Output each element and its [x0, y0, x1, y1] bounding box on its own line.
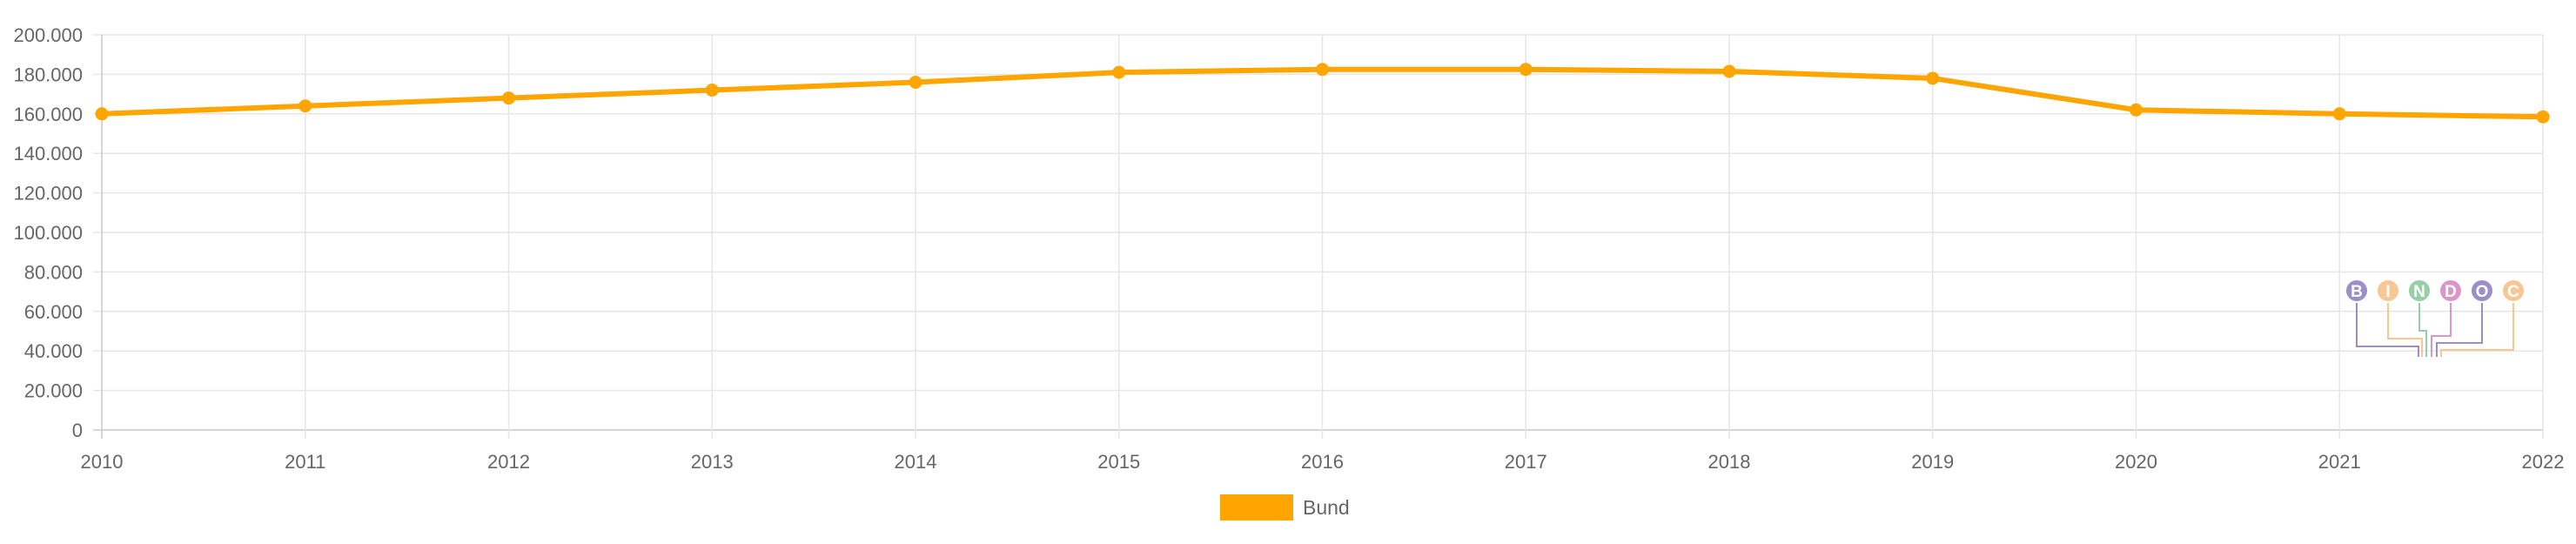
x-tick-label: 2011	[285, 451, 325, 473]
y-tick-label: 40.000	[24, 340, 83, 362]
watermark-letter-circle	[2470, 279, 2494, 303]
data-point[interactable]	[2536, 110, 2550, 124]
y-tick-label: 160.000	[13, 104, 83, 125]
x-tick-label: 2013	[691, 451, 734, 473]
x-tick-label: 2015	[1097, 451, 1140, 473]
legend-swatch[interactable]	[1220, 494, 1293, 520]
x-tick-label: 2022	[2522, 451, 2565, 473]
x-tick-label: 2010	[81, 451, 124, 473]
x-tick-label: 2019	[1911, 451, 1954, 473]
axes: 0 20.000 40.000 60.000 80.000 100.000 120.000 1…	[13, 24, 2564, 473]
legend[interactable]: Bund	[1220, 494, 1350, 520]
x-tick-label: 2014	[895, 451, 937, 473]
y-tick-label: 140.000	[13, 143, 83, 165]
y-tick-label: 200.000	[13, 24, 83, 46]
grid	[93, 34, 2544, 439]
data-point[interactable]	[502, 91, 515, 105]
watermark-letter: N	[2413, 283, 2425, 301]
data-point[interactable]	[1112, 65, 1126, 79]
y-tick-label: 180.000	[13, 64, 83, 85]
data-point[interactable]	[2332, 107, 2346, 121]
data-point[interactable]	[2130, 103, 2143, 117]
watermark-letter-circle	[2501, 279, 2526, 303]
watermark-connector	[2436, 302, 2483, 357]
y-tick-label: 100.000	[13, 222, 83, 244]
x-tick-label: 2016	[1301, 451, 1344, 473]
data-point[interactable]	[1722, 64, 1736, 78]
data-point[interactable]	[299, 99, 312, 113]
watermark-letter: D	[2445, 283, 2457, 301]
y-tick-label: 80.000	[24, 261, 83, 283]
watermark-connector	[2440, 302, 2514, 357]
data-point[interactable]	[1519, 63, 1533, 77]
data-point[interactable]	[95, 107, 109, 121]
series	[95, 63, 2550, 124]
x-tick-label: 2017	[1505, 451, 1547, 473]
data-point[interactable]	[1926, 71, 1940, 85]
watermark-letter: I	[2385, 283, 2390, 301]
y-tick-label: 60.000	[24, 301, 83, 323]
data-point[interactable]	[705, 84, 719, 97]
watermark-letter: O	[2476, 283, 2489, 301]
watermark-letter: B	[2351, 283, 2363, 301]
data-point[interactable]	[1316, 63, 1329, 77]
x-tick-label: 2021	[2318, 451, 2361, 473]
watermark-connector	[2418, 302, 2427, 357]
data-point[interactable]	[909, 75, 922, 89]
x-tick-label: 2012	[487, 451, 530, 473]
legend-label[interactable]: Bund	[1303, 496, 1350, 519]
x-tick-label: 2018	[1708, 451, 1751, 473]
watermark-letter-circle	[2376, 279, 2400, 303]
y-tick-label: 0	[72, 420, 83, 441]
x-tick-label: 2020	[2115, 451, 2157, 473]
watermark-connector	[2356, 302, 2419, 357]
watermark-letter: C	[2507, 283, 2519, 301]
watermark-connector	[2387, 302, 2423, 357]
y-tick-label: 20.000	[24, 380, 83, 402]
watermark-connector	[2431, 302, 2452, 357]
y-tick-label: 120.000	[13, 183, 83, 205]
watermark-letter-circle	[2345, 279, 2369, 303]
watermark-letter-circle	[2407, 279, 2432, 303]
watermark-letter-circle	[2438, 279, 2463, 303]
